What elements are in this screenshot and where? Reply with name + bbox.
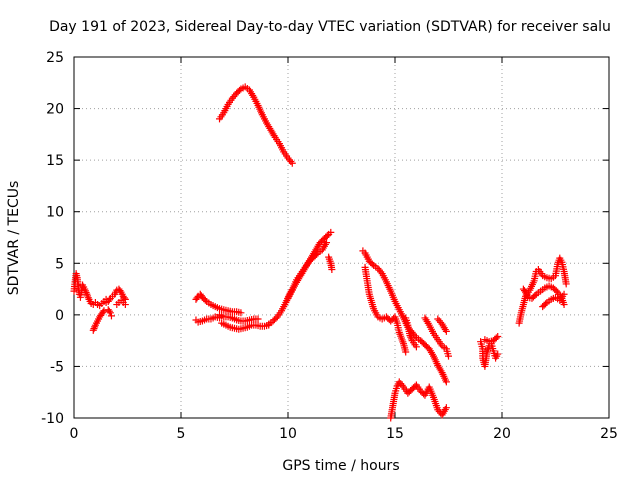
data-point	[201, 296, 209, 304]
x-tick-label: 0	[70, 426, 79, 442]
data-point	[89, 326, 97, 334]
axis-ticks	[73, 56, 610, 419]
y-tick-label: 10	[46, 205, 64, 221]
data-point	[313, 250, 321, 258]
data-point	[522, 288, 530, 296]
data-point	[254, 315, 262, 323]
x-axis-label: GPS time / hours	[282, 458, 399, 474]
data-point	[437, 318, 445, 326]
data-point	[287, 158, 295, 166]
data-point	[560, 301, 568, 309]
data-point	[407, 335, 415, 343]
data-point	[494, 333, 502, 341]
x-tick-label: 20	[493, 426, 511, 442]
data-point	[406, 331, 414, 339]
data-point	[82, 289, 90, 297]
data-point	[398, 381, 406, 389]
data-point	[105, 307, 113, 315]
data-point	[288, 159, 296, 167]
data-point	[492, 334, 500, 342]
data-points	[70, 83, 570, 422]
data-point	[522, 290, 530, 298]
data-point	[84, 292, 92, 300]
data-point	[235, 86, 243, 94]
y-axis-label: SDTVAR / TECUs	[6, 181, 22, 296]
data-point	[107, 312, 115, 320]
data-point	[84, 294, 92, 302]
data-point	[442, 378, 450, 386]
data-point	[81, 285, 89, 293]
data-point	[494, 350, 502, 358]
y-tick-label: 25	[46, 50, 64, 66]
data-point	[121, 301, 129, 309]
y-tick-label: -10	[41, 411, 64, 427]
x-tick-label: 25	[600, 426, 618, 442]
x-tick-label: 10	[279, 426, 297, 442]
data-point	[81, 287, 89, 295]
y-tick-label: 15	[46, 153, 64, 169]
data-point	[90, 325, 98, 333]
y-tick-label: 5	[55, 256, 64, 272]
y-tick-labels: -10 -5 0 5 10 15 20 25	[41, 50, 64, 427]
data-point	[407, 333, 415, 341]
data-point	[323, 239, 331, 247]
data-point	[542, 300, 550, 308]
data-point	[327, 228, 335, 236]
data-point	[106, 309, 114, 317]
data-point	[116, 287, 124, 295]
data-point	[237, 309, 245, 317]
data-point	[99, 308, 107, 316]
data-point	[323, 232, 331, 240]
data-point	[377, 268, 385, 276]
data-point	[328, 265, 336, 273]
y-tick-label: 20	[46, 102, 64, 118]
data-point	[560, 290, 568, 298]
data-point	[442, 327, 450, 335]
plot-frame	[73, 56, 610, 419]
data-point	[442, 404, 450, 412]
data-point	[412, 343, 420, 351]
data-point	[531, 292, 539, 300]
y-tick-label: -5	[50, 359, 64, 375]
x-tick-label: 5	[177, 426, 186, 442]
grid-lines	[74, 57, 609, 418]
chart-title: Day 191 of 2023, Sidereal Day-to-day VTE…	[49, 19, 611, 35]
x-tick-label: 15	[386, 426, 404, 442]
data-point	[445, 352, 452, 360]
data-point	[368, 260, 376, 268]
data-point	[105, 296, 113, 304]
data-point	[91, 323, 99, 331]
y-tick-label: 0	[55, 308, 64, 324]
data-point	[562, 280, 570, 288]
data-point	[402, 348, 410, 356]
x-tick-labels: 0 5 10 15 20 25	[70, 426, 618, 442]
data-point	[83, 290, 91, 298]
